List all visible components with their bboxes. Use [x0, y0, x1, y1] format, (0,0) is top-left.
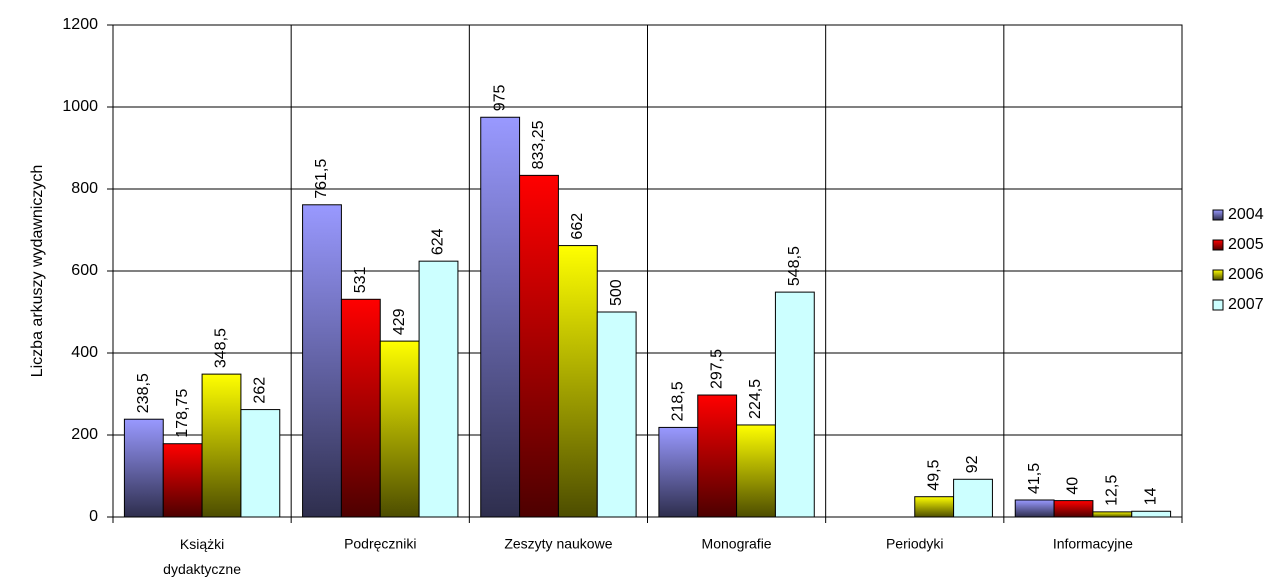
bar	[379, 340, 420, 518]
bar	[697, 394, 738, 518]
value-label: 548,5	[786, 246, 803, 286]
value-label: 761,5	[313, 159, 330, 199]
legend-label: 2004	[1228, 206, 1264, 223]
value-label: 531	[352, 266, 369, 293]
bar	[1092, 511, 1133, 518]
value-label: 348,5	[213, 328, 230, 368]
legend-swatch	[1212, 209, 1224, 221]
bar	[1053, 500, 1094, 518]
legend-swatch	[1212, 269, 1224, 281]
value-label: 40	[1065, 477, 1082, 495]
legend-swatch	[1212, 239, 1224, 251]
value-label: 218,5	[670, 381, 687, 421]
bar	[162, 443, 203, 518]
x-tick-label: Periodyki	[886, 536, 944, 552]
value-label: 238,5	[135, 373, 152, 413]
value-label: 662	[569, 213, 586, 240]
bar	[340, 298, 381, 518]
value-label: 14	[1142, 487, 1159, 505]
value-label: 49,5	[925, 459, 942, 490]
value-label: 41,5	[1026, 463, 1043, 494]
y-tick-label: 800	[71, 180, 98, 197]
y-tick-label: 600	[71, 262, 98, 279]
y-tick-label: 200	[71, 426, 98, 443]
y-axis-label: Liczba arkuszy wydawniczych	[29, 165, 46, 378]
legend-label: 2005	[1228, 236, 1264, 253]
bar	[914, 496, 955, 518]
value-label: 975	[491, 84, 508, 111]
value-label: 833,25	[530, 120, 547, 169]
value-label: 297,5	[708, 349, 725, 389]
y-tick-label: 0	[89, 508, 98, 525]
legend-swatch	[1212, 299, 1224, 311]
bar	[1014, 499, 1055, 518]
value-label: 624	[430, 228, 447, 255]
bar	[240, 409, 281, 518]
value-label: 12,5	[1104, 475, 1121, 506]
bar	[774, 291, 815, 518]
value-label: 429	[391, 308, 408, 335]
bar	[1131, 510, 1172, 518]
legend-label: 2006	[1228, 266, 1264, 283]
bar	[519, 174, 559, 518]
value-label: 224,5	[747, 379, 764, 419]
x-tick-label: Książki dydaktyczne	[163, 536, 241, 577]
value-label: 92	[964, 455, 981, 473]
bar	[557, 245, 598, 518]
x-tick-label: Monografie	[702, 536, 772, 552]
bar	[736, 424, 776, 518]
y-tick-label: 1200	[62, 16, 98, 33]
legend-label: 2007	[1228, 296, 1264, 313]
bar	[302, 204, 342, 518]
bar	[953, 478, 993, 518]
value-label: 500	[608, 279, 625, 306]
y-tick-label: 1000	[62, 98, 98, 115]
value-label: 262	[252, 377, 269, 404]
bar	[480, 116, 521, 518]
x-tick-label: Informacyjne	[1053, 536, 1133, 552]
bar	[658, 426, 699, 518]
bar	[123, 418, 164, 518]
bar	[418, 260, 459, 518]
x-tick-label: Zeszyty naukowe	[504, 536, 612, 552]
bar	[596, 311, 637, 518]
y-tick-label: 400	[71, 344, 98, 361]
x-tick-label: Podręczniki	[344, 536, 416, 552]
bar	[201, 373, 242, 518]
value-label: 178,75	[174, 389, 191, 438]
